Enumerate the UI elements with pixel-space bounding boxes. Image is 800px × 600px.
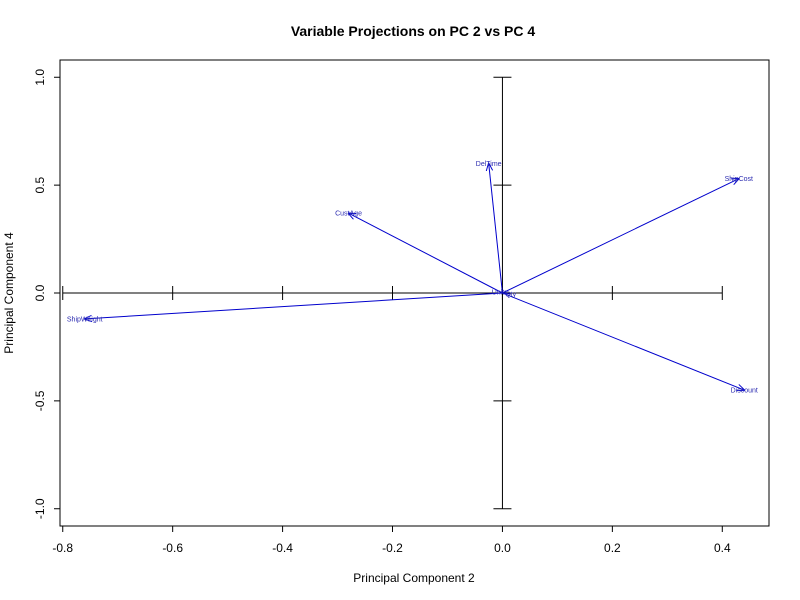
x-tick-label: -0.8 — [52, 541, 73, 555]
x-tick-label: -0.6 — [162, 541, 183, 555]
x-tick-label: -0.2 — [382, 541, 403, 555]
arrow-deltime — [489, 164, 503, 294]
label-discount: Discount — [731, 388, 758, 395]
y-tick-label: -0.5 — [33, 390, 47, 411]
arrow-units — [499, 291, 503, 294]
y-tick-label: 0.5 — [33, 176, 47, 193]
arrow-shipcost — [502, 179, 738, 294]
label-shipweight: ShipWeight — [67, 316, 103, 323]
origin-crosshair — [62, 76, 723, 510]
arrow-custage — [349, 213, 503, 294]
x-tick-label: -0.4 — [272, 541, 293, 555]
label-units: Units — [492, 289, 508, 296]
y-tick-label: -1.0 — [33, 498, 47, 519]
variable-arrows — [85, 164, 745, 391]
x-tick-label: 0.0 — [494, 541, 511, 555]
x-tick-label: 0.4 — [714, 541, 731, 555]
y-axis-label: Principal Component 4 — [2, 232, 16, 354]
arrow-qty — [502, 292, 511, 295]
label-shipcost: ShipCost — [725, 176, 753, 183]
variable-labels: DelTime ShipCost CustAge ShipWeight Discount… — [67, 161, 758, 395]
label-custage: CustAge — [335, 211, 362, 218]
chart-title: Variable Projections on PC 2 vs PC 4 — [291, 23, 536, 39]
arrow-discount — [502, 292, 744, 390]
x-axis-label: Principal Component 2 — [353, 571, 475, 585]
y-tick-label: 0.0 — [33, 284, 47, 301]
x-axis: -0.8 -0.6 -0.4 -0.2 0.0 0.2 0.4 — [52, 526, 731, 555]
label-qty: Qty — [505, 292, 516, 299]
label-deltime: DelTime — [476, 161, 502, 168]
y-axis: -1.0 -0.5 0.0 0.5 1.0 — [33, 69, 60, 519]
arrow-shipweight — [85, 292, 503, 319]
x-tick-label: 0.2 — [604, 541, 621, 555]
y-tick-label: 1.0 — [33, 69, 47, 86]
